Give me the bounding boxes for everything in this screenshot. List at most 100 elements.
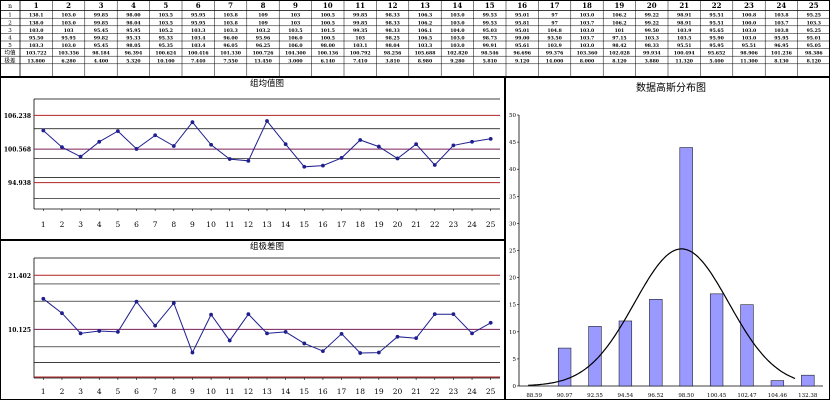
table-cell: 103.0 (450, 36, 464, 42)
x-tick-label: 11 (225, 220, 235, 229)
table-cell: 105.2 (159, 28, 173, 34)
table-col-header: 16 (517, 1, 527, 10)
table-cell: 99.22 (645, 13, 659, 19)
table-col-header: 24 (777, 1, 787, 10)
table-cell: 100.5 (321, 13, 335, 19)
data-point (153, 323, 158, 328)
table-cell: 103 (64, 28, 74, 34)
data-point (60, 311, 64, 316)
data-point (488, 136, 493, 141)
table-cell: 106.1 (418, 28, 432, 34)
table-cell: 3.880 (645, 58, 659, 64)
table-cell: 5.320 (126, 58, 140, 64)
table-cell: 106.2 (612, 20, 626, 26)
table-cell: 95.03 (483, 28, 497, 34)
table-cell: 106.5 (418, 36, 432, 42)
x-tick-label: 90.97 (557, 393, 573, 399)
table-cell: 101.330 (220, 51, 241, 57)
table-col-header: 18 (582, 1, 592, 10)
x-tick-label: 12 (244, 387, 254, 396)
data-point (134, 147, 139, 151)
table-cell: 138.1 (29, 13, 43, 19)
table-col-header: 14 (453, 1, 463, 10)
cl-label: 100.568 (4, 147, 31, 154)
y-tick-label: 15 (509, 303, 516, 309)
chart-title: 组均值图 (250, 78, 284, 89)
table-cell: 95.51 (677, 43, 691, 49)
table-cell: 95.90 (709, 36, 723, 42)
data-point (302, 164, 307, 169)
data-point (470, 331, 474, 336)
table-cell: 103.0 (61, 13, 75, 19)
histogram-bar (801, 374, 815, 387)
table-col-header: 5 (163, 1, 168, 10)
x-tick-label: 92.55 (587, 393, 603, 399)
x-tick-label: 2 (60, 220, 65, 229)
table-row-label: 3 (8, 28, 12, 34)
table-cell: 8.120 (807, 58, 821, 64)
x-tick-label: 94.54 (618, 393, 634, 399)
table-cell: 95.33 (159, 36, 173, 42)
table-cell: 99.934 (643, 51, 661, 57)
table-cell: 103.0 (580, 28, 594, 34)
histogram-bar (618, 320, 633, 387)
table-col-header: 17 (550, 1, 560, 10)
x-tick-label: 1 (41, 220, 46, 229)
x-tick-label: 104.46 (768, 393, 788, 399)
table-cell: 9.280 (450, 58, 464, 64)
cl-label: 10.125 (8, 327, 31, 334)
data-point (339, 155, 344, 160)
table-cell: 95.05 (807, 43, 821, 49)
x-tick-label: 11 (225, 387, 235, 396)
table-cell: 103.0 (450, 43, 464, 49)
table-cell: 96.25 (256, 43, 270, 49)
data-point (134, 299, 139, 304)
x-tick-label: 132.38 (798, 393, 818, 399)
histogram-bar (770, 380, 785, 387)
data-point (451, 312, 456, 317)
x-tick-label: 19 (374, 387, 384, 396)
table-cell: 103.360 (577, 51, 598, 57)
table-cell: 98.25 (385, 36, 399, 42)
table-row-label: 4 (8, 36, 12, 42)
data-point (283, 142, 288, 147)
table-cell: 100.726 (253, 51, 274, 57)
y-tick-label: 5 (513, 357, 517, 363)
table-cell: 103.0 (742, 36, 756, 42)
table-cell: 103.2 (256, 28, 270, 34)
table-cell: 103.8 (774, 13, 788, 19)
data-point (115, 330, 120, 334)
table-corner: n (8, 3, 12, 10)
data-point (414, 336, 419, 341)
chart-frame (505, 77, 830, 400)
table-cell: 99.53 (483, 20, 497, 26)
table-cell: 101.5 (321, 28, 335, 34)
data-point (190, 350, 195, 355)
x-tick-label: 15 (300, 387, 310, 396)
table-cell: 95.81 (515, 20, 529, 26)
table-cell: 103.3 (29, 43, 43, 49)
table-cell: 8.130 (774, 58, 788, 64)
table-cell: 95.35 (159, 43, 173, 49)
table-cell: 95.50 (29, 36, 43, 42)
table-cell: 104.0 (450, 28, 464, 34)
x-tick-label: 4 (97, 387, 102, 396)
table-cell: 95.95 (709, 43, 723, 49)
table-cell: 3.810 (385, 58, 399, 64)
table-cell: 104.300 (285, 51, 306, 57)
table-cell: 97.15 (612, 36, 626, 42)
table-cell: 100.624 (155, 51, 177, 57)
data-point (395, 334, 400, 339)
data-point (395, 156, 400, 161)
y-tick-label: 0 (513, 384, 517, 390)
table-cell: 95.65 (709, 28, 723, 34)
table-col-header: 12 (388, 1, 398, 10)
table-cell: 138.0 (29, 20, 43, 26)
data-table: n 1 2 3 4 5 6 7 8 9 10 11 12 13 14 15 16 17 18 19 20 21 22 23 24… (0, 0, 830, 77)
x-tick-label: 9 (190, 387, 195, 396)
data-point (302, 341, 307, 346)
table-cell: 98.91 (677, 13, 691, 19)
x-tick-label: 24 (467, 387, 477, 396)
table-cell: 104.8 (547, 28, 561, 34)
data-point (283, 330, 288, 334)
